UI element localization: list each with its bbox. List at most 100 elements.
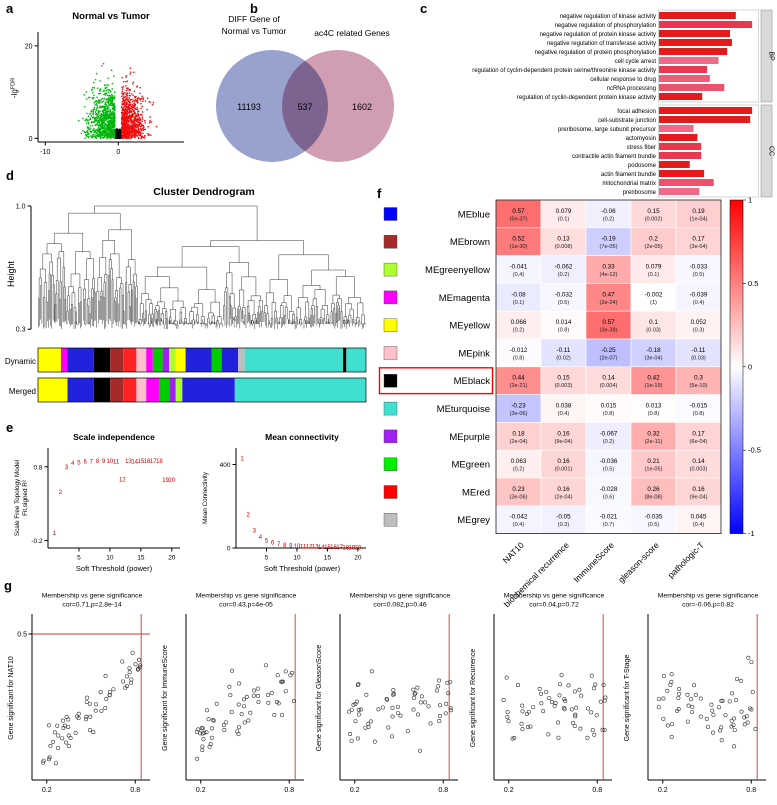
gene-point [553,701,558,706]
cell-correlation: -0.021 [600,514,618,521]
gene-point [223,720,228,725]
gene-point [446,691,451,696]
gene-point [746,655,751,660]
gene-point [349,738,354,743]
gene-point [209,726,214,731]
gene-point [288,673,293,678]
go-term-label: negative regulation of transferase activ… [547,41,656,47]
gene-point [531,705,536,710]
legend-tick-label: 1 [748,196,752,205]
go-term-label: negative regulation of kinase activity [560,14,656,20]
y-tick-label: 0 [29,136,33,143]
heatmap-cell [630,199,677,229]
gene-point [246,718,251,723]
module-row-label: MEgrey [457,515,490,526]
gene-point [369,669,374,674]
gene-point [723,713,728,718]
gene-point [76,716,81,721]
gene-point [85,695,90,700]
go-term-label: contractile actin filament bundle [572,154,657,160]
cell-correlation: -0.067 [600,430,618,437]
cell-pvalue: (1e-04) [689,216,707,222]
module-row-label: MEyellow [449,321,490,332]
cell-pvalue: (0.02) [556,355,571,361]
power-point: 16 [330,545,337,551]
cell-pvalue: (3e-04) [644,355,662,361]
power-point: 20 [168,478,175,484]
cell-correlation: 0.33 [602,264,615,271]
heatmap-cell [585,449,632,479]
gene-point [661,716,666,721]
gene-point [202,730,207,735]
go-bar [659,84,725,91]
x-tick-label: -10 [40,149,50,156]
cell-correlation: 0.1 [649,319,658,326]
gene-point [129,677,134,682]
go-bar [659,152,702,159]
gene-point [413,691,418,696]
heatmap-cell [540,366,587,395]
go-bar [659,66,707,73]
gene-point [549,700,554,705]
go-bar [659,125,694,132]
gene-point [241,697,246,702]
module-color-segment [146,378,160,402]
gene-point [368,719,373,724]
gene-point [138,663,143,668]
venn-overlap-count: 537 [297,102,312,112]
power-point: 8 [96,459,100,465]
dendrogram-tree [38,205,366,330]
module-color-segment [136,378,147,402]
go-term-label: negative regulation of protein kinase ac… [540,32,656,38]
heatmap-cell [675,394,722,423]
gene-point [448,708,453,713]
gene-point [669,734,674,739]
cell-pvalue: (0.4) [693,300,705,306]
gene-point [103,706,108,711]
gene-point [422,700,427,705]
module-color-segment [182,378,235,402]
go-term-label: preribosome, large subunit precursor [558,127,656,133]
module-color-segment [244,348,344,372]
gene-point [214,701,219,706]
venn-left-title: DIFF Gene of [228,14,280,24]
facet-strip [760,104,773,198]
gene-point [600,727,605,732]
cell-pvalue: (0.8) [558,328,570,334]
gene-point [418,748,423,753]
cell-pvalue: (0.03) [646,328,661,334]
gene-point [64,740,69,745]
gene-point [419,694,424,699]
gene-point [541,709,546,714]
gene-point [669,672,674,677]
gene-point [200,744,205,749]
gene-point [585,706,590,711]
band-label: Merged [9,387,36,396]
heatmap-cell [585,505,632,534]
gene-point [562,697,567,702]
cell-correlation: 0.57 [602,319,615,326]
gene-point [222,728,227,733]
gene-point [91,730,96,735]
gene-point [519,721,524,726]
gene-point [280,679,285,684]
module-row-label: MEbrown [450,237,490,248]
module-color-segment [38,348,61,372]
go-bar [659,107,753,114]
gene-point [412,695,417,700]
gene-point [108,690,113,695]
cell-correlation: 0.17 [692,430,705,437]
gene-point [263,663,268,668]
gene-point [665,688,670,693]
cell-correlation: 0.15 [557,375,570,382]
power-point: 19 [348,545,355,551]
cell-pvalue: (0.2) [603,439,615,445]
module-chip [383,457,398,471]
power-point: 4 [71,461,75,467]
cell-pvalue: (8e-08) [644,494,662,500]
gene-point [56,733,61,738]
cell-correlation: 0.079 [556,208,572,215]
power-point: 12 [119,477,126,483]
cell-pvalue: (1e-05) [644,467,662,473]
